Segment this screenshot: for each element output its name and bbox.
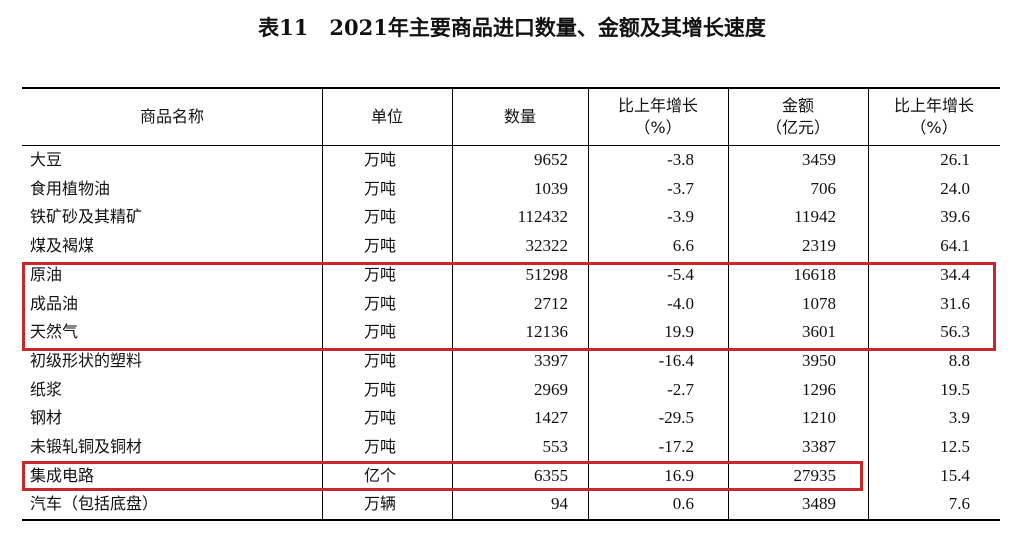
table-cell: 万吨 [364,293,397,313]
table-cell: 2319 [802,236,836,256]
table-cell: 24.0 [940,178,970,198]
table-cell: 大豆 [30,150,63,169]
table-cell: 万吨 [364,379,397,399]
table-cell: 0.6 [672,494,694,514]
table-cell: -5.4 [667,264,694,284]
table-cell: 2969 [534,379,568,399]
table-cell: 原油 [30,264,63,284]
table-cell: 3397 [534,350,568,370]
table-cell: 汽车（包括底盘） [30,494,159,514]
table-cell: 纸浆 [30,379,63,399]
rule [22,87,1000,89]
table-cell: 19.9 [664,322,694,342]
table-cell: 1296 [802,379,836,399]
rule [22,519,1000,522]
table-cell: -3.8 [667,150,694,169]
table-cell: 3489 [802,494,836,514]
table-cell: 94 [551,494,568,514]
table-cell: 64.1 [940,236,970,256]
table-cell: 1039 [534,178,568,198]
table-cell: 铁矿砂及其精矿 [30,207,143,227]
column-rule [452,88,453,520]
table-cell: 34.4 [940,264,970,284]
table-cell: 万吨 [364,408,397,428]
table-cell: 万吨 [364,264,397,284]
table-cell: -16.4 [658,350,694,370]
table-cell: 26.1 [940,150,970,169]
table-cell: 32322 [525,236,569,256]
table-cell: 万辆 [364,494,397,514]
table-cell: 食用植物油 [30,178,111,198]
table-cell: 112432 [517,207,568,227]
table-cell: 万吨 [364,322,397,342]
header-cell: 商品名称 [139,106,204,126]
table-cell: 553 [542,437,569,456]
table-cell: 19.5 [940,379,970,399]
column-rule [728,88,729,520]
table-cell: 万吨 [364,236,397,256]
table-cell: 成品油 [30,293,79,313]
table-cell: 钢材 [30,408,63,428]
table-cell: 2712 [534,293,568,313]
column-rule [588,88,589,520]
table-cell: 万吨 [364,178,397,198]
table-cell: 集成电路 [30,465,95,485]
table-cell: -17.2 [658,437,694,456]
table-cell: -3.7 [667,178,694,198]
table-cell: 706 [810,178,837,198]
table-cell: 12.5 [940,437,970,456]
table-cell: 51298 [525,264,569,284]
highlight-box [22,262,996,351]
table-title: 表11 2021年主要商品进口数量、金额及其增长速度 [258,15,766,40]
table-cell: 3601 [802,322,836,342]
table-cell: 16618 [793,264,837,284]
table-cell: 万吨 [364,350,397,370]
table-cell: 万吨 [364,150,397,169]
table-cell: 3.9 [948,408,970,428]
table-cell: 9652 [534,150,568,169]
table-cell: 1078 [802,293,836,313]
column-rule [322,88,323,520]
table-cell: 3950 [802,350,836,370]
column-rule [868,88,869,520]
header-cell: 比上年增长 （%） [617,95,698,137]
table-cell: 万吨 [364,437,397,456]
table-cell: 亿个 [364,465,397,485]
rule [22,145,1000,146]
table-cell: -29.5 [658,408,694,428]
table-cell: 31.6 [940,293,970,313]
table-cell: 初级形状的塑料 [30,350,143,370]
table-cell: 天然气 [30,322,79,342]
table-cell: 39.6 [940,207,970,227]
table-cell: 56.3 [940,322,970,342]
table-cell: 煤及褐煤 [30,236,95,256]
table-cell: 1210 [802,408,836,428]
table-cell: -3.9 [667,207,694,227]
table-cell: -2.7 [667,379,694,399]
table-cell: 3387 [802,437,836,456]
table-cell: 万吨 [364,207,397,227]
table-cell: 8.8 [948,350,970,370]
table-cell: 6355 [534,465,568,485]
table-cell: 6.6 [672,236,694,256]
table-cell: 1427 [534,408,568,428]
header-cell: 金额 （亿元） [765,95,830,137]
highlight-box [22,461,863,491]
table-cell: 15.4 [940,465,970,485]
table-cell: 16.9 [664,465,694,485]
table-cell: 27935 [793,465,837,485]
table-cell: 未锻轧铜及铜材 [30,437,143,456]
table-cell: -4.0 [667,293,694,313]
table-cell: 3459 [802,150,836,169]
table-cell: 11942 [794,207,836,227]
table-cell: 12136 [525,322,569,342]
header-cell: 单位 [370,106,403,126]
header-cell: 比上年增长 （%） [893,95,974,137]
table-cell: 7.6 [948,494,970,514]
header-cell: 数量 [503,106,536,126]
